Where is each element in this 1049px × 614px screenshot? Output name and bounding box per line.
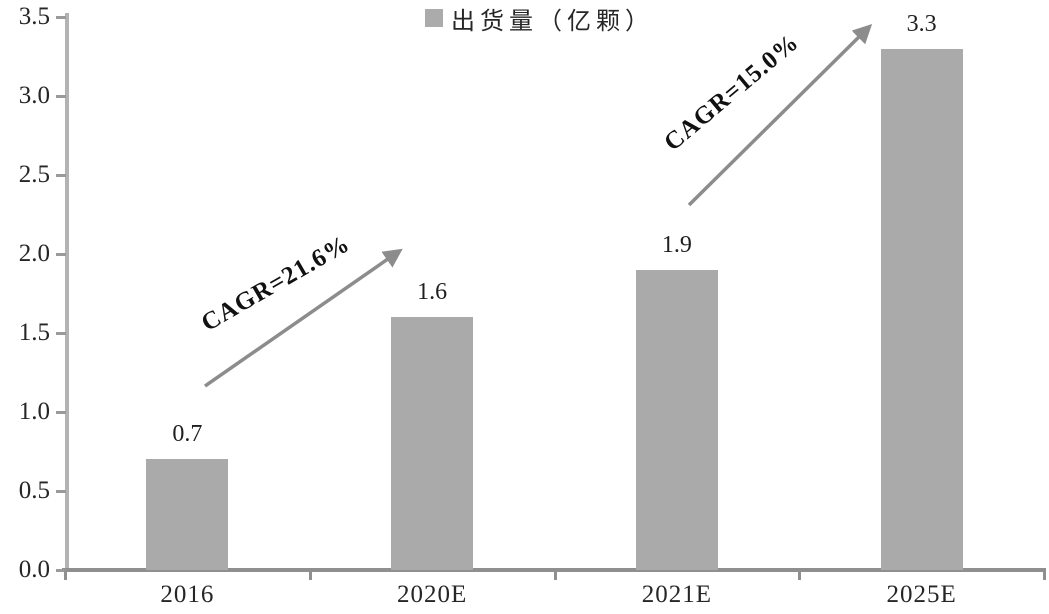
x-axis-label: 2016	[160, 581, 215, 608]
bar-value-label: 1.9	[661, 231, 692, 258]
y-tick-mark	[56, 174, 66, 177]
x-axis-label: 2025E	[886, 581, 957, 608]
x-tick-mark	[1043, 570, 1046, 580]
bar	[635, 269, 718, 570]
x-tick-mark	[64, 570, 67, 580]
y-tick-label: 2.5	[18, 161, 50, 188]
y-tick-label: 1.5	[18, 319, 50, 346]
bar	[391, 317, 474, 570]
bar	[146, 459, 229, 570]
y-tick-label: 2.0	[18, 240, 50, 267]
cagr-label: CAGR=21.6%	[196, 230, 355, 337]
legend-label: 出货量（亿颗）	[451, 8, 654, 35]
y-tick-mark	[56, 569, 66, 572]
y-tick-mark	[56, 16, 66, 19]
bar-value-label: 0.7	[172, 421, 203, 448]
y-tick-mark	[56, 332, 66, 335]
y-tick-mark	[56, 490, 66, 493]
y-tick-label: 1.0	[18, 398, 50, 425]
bar-value-label: 1.6	[417, 279, 448, 306]
x-axis-label: 2020E	[396, 581, 468, 608]
bar-value-label: 3.3	[906, 10, 937, 37]
x-tick-mark	[798, 570, 802, 580]
y-axis-line	[65, 13, 69, 572]
y-tick-mark	[56, 253, 66, 256]
y-tick-label: 0.0	[18, 556, 50, 583]
y-tick-label: 3.0	[18, 82, 50, 109]
y-tick-label: 3.5	[18, 3, 50, 30]
x-tick-mark	[308, 570, 312, 580]
bar	[880, 48, 963, 570]
legend: 出货量（亿颗）	[425, 5, 654, 35]
x-tick-mark	[553, 570, 557, 580]
cagr-label: CAGR=15.0%	[659, 28, 805, 157]
legend-marker-square	[425, 9, 443, 27]
x-axis-label: 2021E	[641, 581, 713, 608]
y-tick-mark	[56, 411, 66, 414]
y-tick-mark	[56, 95, 66, 98]
y-tick-label: 0.5	[18, 477, 50, 504]
